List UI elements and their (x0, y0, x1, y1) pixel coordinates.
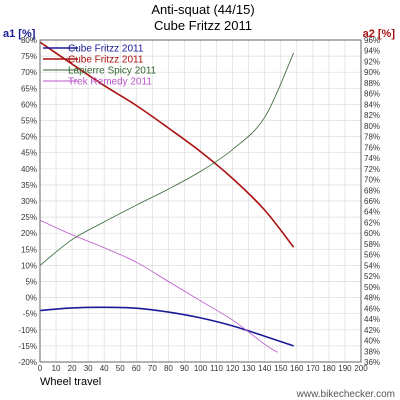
y2-tick-label: 92% (364, 57, 380, 66)
y2-tick-label: 38% (364, 347, 380, 356)
y1-tick-label: 45% (21, 149, 37, 158)
y2-tick-label: 48% (364, 294, 380, 303)
y2-tick-label: 88% (364, 79, 380, 88)
x-tick-label: 20 (68, 364, 77, 373)
y1-tick-label: 40% (21, 165, 37, 174)
series-line-1 (39, 41, 295, 248)
y2-tick-label: 82% (364, 111, 380, 120)
x-tick-label: 100 (194, 364, 208, 373)
y2-tick-label: 42% (364, 326, 380, 335)
y1-tick-label: 25% (21, 213, 37, 222)
y2-tick-label: 60% (364, 229, 380, 238)
y1-tick-label: 20% (21, 229, 37, 238)
watermark: www.bikechecker.com (296, 389, 395, 400)
y1-tick-label: -5% (23, 310, 37, 319)
y2-axis-label: a2 [%] (363, 28, 396, 40)
x-tick-label: 150 (274, 364, 288, 373)
y1-tick-label: 60% (21, 100, 37, 109)
y2-tick-label: 80% (364, 122, 380, 131)
y2-tick-label: 36% (364, 358, 380, 367)
series-lines (39, 41, 295, 353)
y2-tick-label: 58% (364, 240, 380, 249)
legend-label-3: Trek Remedy 2011 (68, 77, 152, 88)
legend-label-2: Lapierre Spicy 2011 (68, 66, 157, 77)
y2-tick-label: 94% (364, 47, 380, 56)
y2-tick-label: 72% (364, 165, 380, 174)
legend-label-1: Cube Fritzz 2011 (68, 55, 144, 66)
series-line-0 (39, 306, 294, 347)
x-tick-label: 10 (52, 364, 61, 373)
y1-tick-label: 10% (21, 261, 37, 270)
chart-subtitle: Cube Fritzz 2011 (154, 18, 252, 33)
x-tick-label: 130 (242, 364, 256, 373)
y1-tick-label: -10% (18, 326, 37, 335)
x-tick-label: 30 (84, 364, 93, 373)
y2-tick-label: 74% (364, 154, 380, 163)
x-tick-label: 110 (210, 364, 223, 373)
y1-tick-label: 0% (25, 294, 37, 303)
y2-tick-label: 68% (364, 186, 380, 195)
x-tick-label: 140 (258, 364, 272, 373)
chart-title: Anti-squat (44/15) (151, 2, 254, 17)
x-axis-label: Wheel travel (40, 376, 101, 388)
y1-tick-label: 80% (21, 36, 37, 45)
x-tick-label: 160 (290, 364, 304, 373)
series-line-2 (39, 52, 294, 266)
y1-tick-label: 70% (21, 68, 37, 77)
y1-tick-label: 65% (21, 84, 37, 93)
y2-tick-label: 46% (364, 304, 380, 313)
y2-tick-label: 78% (364, 133, 380, 142)
y1-tick-label: 30% (21, 197, 37, 206)
y2-tick-label: 84% (364, 100, 380, 109)
series-line-3 (39, 219, 278, 353)
y2-tick-label: 64% (364, 208, 380, 217)
x-tick-label: 40 (100, 364, 109, 373)
x-tick-label: 190 (338, 364, 352, 373)
y2-tick-label: 70% (364, 176, 380, 185)
y2-tick-label: 66% (364, 197, 380, 206)
x-tick-label: 50 (116, 364, 125, 373)
y2-tick-label: 96% (364, 36, 380, 45)
y2-tick-label: 52% (364, 272, 380, 281)
tick-labels: 0 10 20 30 40 50 60 70 80 90 100 110 120 130 140 150 160… (18, 36, 380, 373)
y2-tick-label: 40% (364, 337, 380, 346)
x-tick-label: 90 (180, 364, 189, 373)
x-tick-label: 60 (132, 364, 141, 373)
y2-tick-label: 90% (364, 68, 380, 77)
x-tick-label: 0 (38, 364, 43, 373)
x-tick-label: 180 (322, 364, 336, 373)
y1-axis-label: a1 [%] (3, 28, 36, 40)
y1-tick-label: 75% (21, 52, 37, 61)
y2-tick-label: 54% (364, 261, 380, 270)
y1-tick-label: -15% (18, 342, 37, 351)
y2-tick-label: 56% (364, 251, 380, 260)
plot-frame (39, 39, 362, 363)
grid (39, 39, 362, 363)
y1-tick-label: 35% (21, 181, 37, 190)
y1-tick-label: 50% (21, 133, 37, 142)
y1-tick-label: 5% (25, 278, 37, 287)
y2-tick-label: 86% (364, 90, 380, 99)
x-tick-label: 170 (306, 364, 320, 373)
y1-tick-label: 15% (21, 245, 37, 254)
y2-tick-label: 76% (364, 143, 380, 152)
x-tick-label: 70 (148, 364, 157, 373)
x-tick-label: 200 (354, 364, 368, 373)
y1-tick-label: 55% (21, 117, 37, 126)
x-tick-label: 120 (226, 364, 240, 373)
y2-tick-label: 62% (364, 218, 380, 227)
x-tick-label: 80 (164, 364, 173, 373)
y2-tick-label: 50% (364, 283, 380, 292)
y2-tick-label: 44% (364, 315, 380, 324)
legend-label-0: Cube Fritzz 2011 (68, 44, 144, 55)
y1-tick-label: -20% (18, 358, 37, 367)
